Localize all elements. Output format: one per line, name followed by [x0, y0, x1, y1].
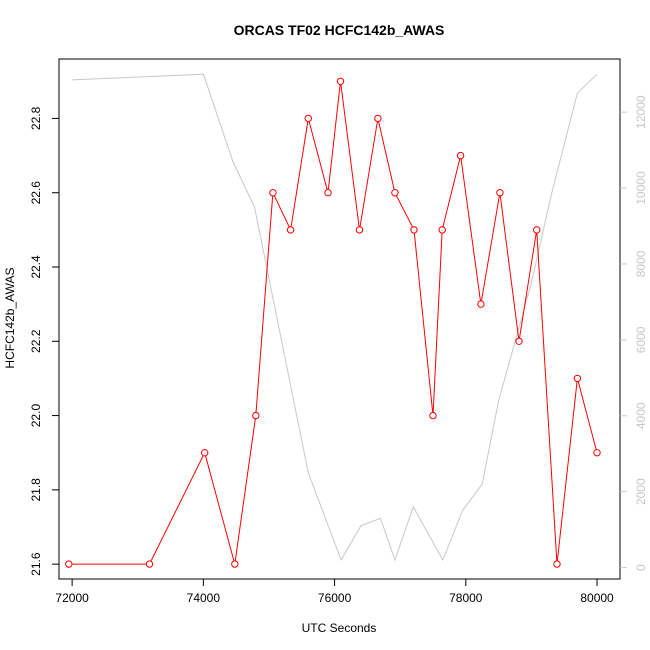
x-tick-label: 74000 — [187, 591, 221, 605]
y-tick-label: 22.6 — [29, 181, 43, 205]
hcfc142b-point — [231, 560, 239, 568]
x-tick-label: 80000 — [580, 591, 614, 605]
hcfc142b-point — [391, 189, 399, 197]
y2-tick-label: 4000 — [634, 402, 648, 429]
y2-tick-label: 0 — [634, 564, 648, 571]
x-axis-label: UTC Seconds — [302, 621, 377, 635]
hcfc142b-point — [374, 114, 382, 123]
hcfc142b-point — [252, 411, 260, 420]
hcfc142b-point — [410, 226, 418, 234]
hcfc142b-point — [438, 226, 446, 234]
y-tick-label: 22.2 — [29, 329, 43, 353]
y-axis-left: 21.6 21.8 22.0 22.2 22.4 22.6 22.8 — [29, 106, 59, 576]
y-axis-label: HCFC142b_AWAS — [3, 267, 17, 368]
y2-tick-label: 2000 — [634, 478, 648, 505]
hcfc142b-point — [355, 226, 364, 234]
y-tick-label: 22.0 — [29, 404, 43, 428]
altitude-series-line — [72, 73, 598, 562]
plot-frame — [58, 58, 621, 580]
chart-title: ORCAS TF02 HCFC142b_AWAS — [234, 22, 445, 38]
hcfc142b-point — [573, 374, 582, 383]
y-tick-label: 22.4 — [29, 255, 43, 279]
x-tick-label: 78000 — [449, 591, 483, 605]
hcfc142b-point — [533, 226, 541, 234]
hcfc142b-point — [336, 77, 345, 86]
hcfc142b-point — [269, 189, 277, 197]
x-tick-label: 76000 — [318, 591, 352, 605]
hcfc142b-point — [65, 560, 73, 568]
x-tick-label: 72000 — [55, 591, 89, 605]
hcfc142b-point — [145, 560, 154, 568]
hcfc142b-point — [201, 449, 209, 457]
hcfc142b-point — [324, 189, 332, 197]
y2-tick-label: 12000 — [634, 95, 648, 129]
hcfc142b-point — [553, 560, 561, 568]
hcfc142b-point — [429, 411, 437, 420]
y-axis-right: 0 2000 4000 6000 8000 10000 12000 — [620, 95, 648, 571]
y2-tick-label: 6000 — [634, 326, 648, 353]
hcfc142b-point — [496, 189, 504, 197]
hcfc142b-point — [477, 300, 485, 308]
y-tick-label: 21.6 — [29, 552, 43, 576]
hcfc142b-point — [456, 151, 465, 160]
hcfc142b-point — [515, 337, 523, 345]
y2-tick-label: 8000 — [634, 250, 648, 277]
hcfc142b-point — [304, 114, 312, 123]
y-tick-label: 21.8 — [29, 478, 43, 502]
hcfc142b-series-line — [68, 81, 598, 565]
x-axis: 72000 74000 76000 78000 80000 — [55, 579, 614, 605]
y2-tick-label: 10000 — [634, 171, 648, 205]
hcfc142b-point — [286, 226, 295, 234]
hcfc142b-point — [593, 449, 601, 457]
series-layer — [65, 73, 601, 568]
y-tick-label: 22.8 — [29, 106, 43, 130]
